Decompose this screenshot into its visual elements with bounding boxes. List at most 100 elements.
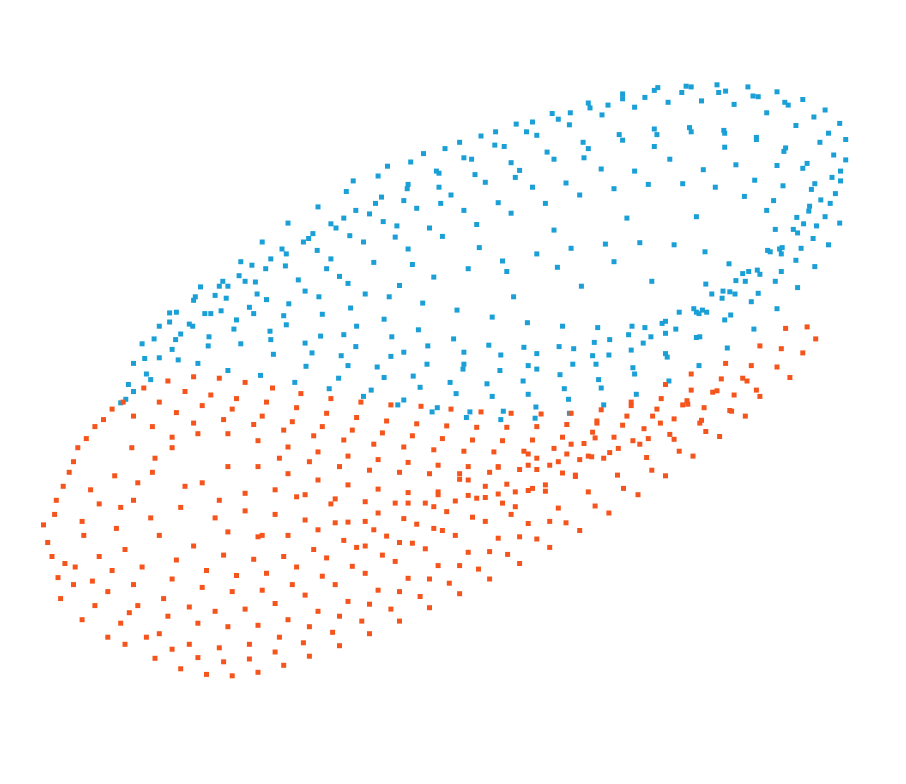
data-point: [349, 427, 355, 433]
data-point: [838, 168, 843, 174]
data-point: [306, 624, 312, 630]
data-point: [783, 325, 789, 331]
data-point: [800, 165, 806, 171]
data-point: [405, 575, 411, 581]
data-point: [283, 322, 289, 328]
data-point: [740, 271, 746, 277]
data-point: [457, 591, 463, 597]
data-point: [564, 422, 570, 427]
data-point: [753, 387, 759, 393]
data-point: [397, 618, 402, 624]
data-point: [709, 291, 715, 297]
data-point: [409, 262, 415, 267]
data-point: [645, 436, 651, 442]
data-point: [49, 554, 55, 559]
data-point: [418, 403, 424, 409]
data-point: [547, 518, 553, 524]
data-point: [754, 267, 760, 273]
data-point: [341, 437, 347, 443]
data-point: [337, 613, 342, 619]
data-point: [109, 406, 115, 412]
data-point: [417, 384, 423, 390]
data-point: [742, 413, 748, 419]
series-1: [41, 324, 819, 679]
data-point: [774, 364, 780, 370]
data-point: [732, 291, 738, 297]
data-point: [242, 379, 248, 385]
data-point: [79, 518, 85, 524]
data-point: [733, 278, 739, 284]
data-point: [332, 520, 338, 526]
data-point: [384, 533, 390, 539]
data-point: [772, 226, 778, 232]
data-point: [505, 551, 511, 557]
data-point: [302, 592, 308, 598]
data-point: [551, 445, 557, 451]
data-point: [731, 101, 737, 107]
data-point: [53, 497, 59, 503]
data-point: [302, 517, 308, 523]
data-point: [212, 292, 218, 298]
data-point: [640, 340, 646, 346]
data-point: [517, 167, 523, 173]
data-point: [500, 500, 505, 506]
data-point: [72, 564, 78, 570]
data-point: [96, 501, 102, 507]
data-point: [258, 372, 263, 378]
data-point: [517, 561, 523, 566]
data-point: [208, 311, 214, 317]
data-point: [349, 563, 355, 569]
data-point: [195, 620, 201, 626]
data-point: [89, 578, 95, 584]
data-point: [804, 160, 810, 166]
data-point: [691, 306, 697, 312]
data-point: [585, 100, 591, 106]
data-point: [347, 233, 353, 239]
data-point: [827, 200, 833, 206]
data-point: [294, 564, 300, 570]
data-point: [420, 300, 426, 306]
data-point: [264, 297, 269, 303]
data-point: [568, 245, 574, 251]
data-point: [152, 655, 158, 661]
data-point: [611, 186, 617, 192]
data-point: [843, 137, 849, 142]
data-point: [354, 323, 360, 329]
data-point: [255, 438, 261, 444]
data-point: [757, 271, 763, 277]
data-point: [401, 349, 407, 355]
data-point: [808, 186, 814, 192]
data-point: [388, 353, 394, 359]
data-point: [375, 486, 381, 492]
data-point: [249, 262, 255, 268]
data-point: [746, 269, 752, 274]
data-point: [395, 402, 401, 408]
data-point: [567, 110, 573, 116]
data-point: [300, 239, 306, 245]
data-point: [751, 326, 757, 332]
data-point: [379, 552, 385, 558]
data-point: [626, 332, 632, 338]
data-point: [149, 469, 155, 475]
data-point: [607, 450, 613, 456]
data-point: [568, 410, 574, 416]
data-point: [501, 144, 507, 149]
data-point: [624, 413, 630, 419]
data-point: [229, 589, 235, 595]
data-point: [341, 215, 347, 221]
data-point: [225, 431, 231, 437]
data-point: [315, 204, 321, 210]
data-point: [757, 343, 763, 349]
data-point: [204, 671, 209, 677]
data-point: [81, 532, 87, 538]
data-point: [508, 160, 514, 166]
data-point: [702, 249, 708, 255]
data-point: [300, 640, 306, 646]
data-point: [409, 433, 415, 439]
data-point: [534, 455, 540, 461]
data-point: [192, 294, 198, 300]
data-point: [302, 340, 308, 346]
data-point: [722, 130, 728, 136]
data-point: [793, 123, 799, 128]
data-point: [504, 269, 510, 274]
